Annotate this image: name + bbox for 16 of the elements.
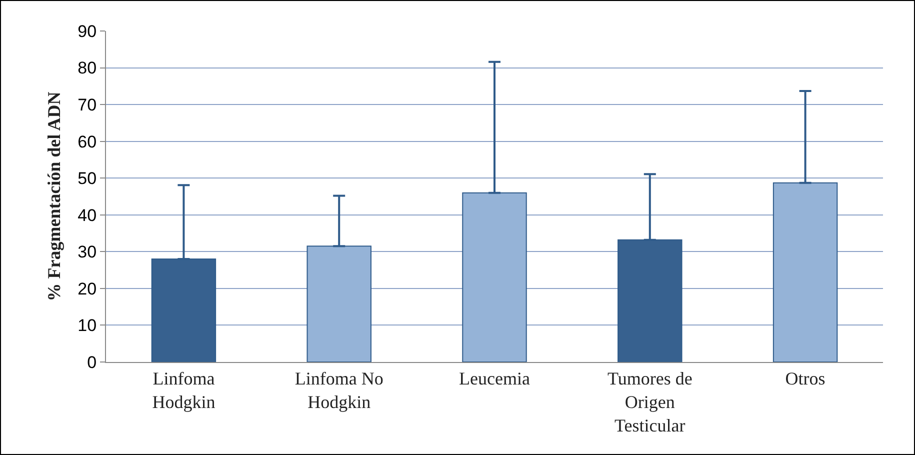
y-tick-label: 0 bbox=[87, 352, 97, 372]
y-axis-title: % Fragmentación del ADN bbox=[44, 92, 64, 302]
y-tick-label: 80 bbox=[78, 58, 97, 78]
x-tick-label: Otros bbox=[785, 368, 826, 389]
y-tick-label: 90 bbox=[78, 22, 97, 41]
y-tick-label: 40 bbox=[78, 206, 97, 225]
x-tick-label: Leucemia bbox=[459, 368, 530, 389]
x-tick-label: Tumores de Origen Testicular bbox=[607, 368, 692, 436]
y-tick-label: 10 bbox=[78, 316, 97, 336]
x-tick-label: Linfoma Hodgkin bbox=[152, 368, 216, 412]
y-tick-label: 70 bbox=[78, 96, 97, 115]
y-tick-label: 20 bbox=[78, 279, 97, 298]
y-tick-label: 30 bbox=[78, 242, 97, 262]
y-tick-label: 50 bbox=[78, 169, 97, 188]
y-tick-label: 60 bbox=[78, 132, 97, 152]
x-tick-label: Linfoma No Hodgkin bbox=[294, 368, 384, 412]
